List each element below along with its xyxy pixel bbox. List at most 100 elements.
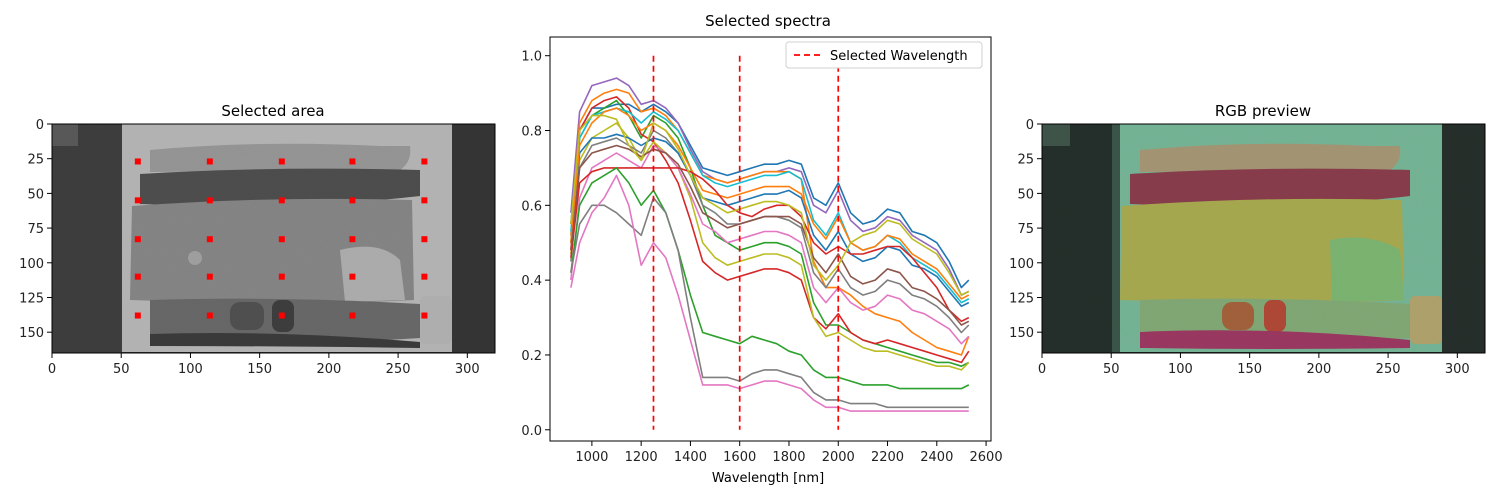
x-tick-label: 0 [48,362,56,377]
y-tick-label: 100 [19,257,44,272]
spectrum-line [570,88,970,356]
selected-area-frame [51,123,496,354]
y-tick-label: 150 [19,326,44,341]
selected-point-marker [421,158,428,165]
spectra-xlabel: Wavelength [nm] [712,471,824,486]
spectrum-line [570,99,970,367]
rgb-preview-panel: RGB preview 0 50 100 150 200 250 300 0 25 50 75 100… [1009,102,1486,377]
selected-point-marker [206,236,213,243]
selected-point-marker [278,158,285,165]
selected-point-marker [134,273,141,280]
selected-point-marker [134,312,141,319]
selected-point-marker [134,236,141,243]
spectrum-line [570,197,969,409]
selected-point-markers [134,158,428,319]
spectra-axes: 1000 1200 1400 1600 1800 2000 2200 2400 2600 0.0 0… [521,50,1002,465]
rgb-preview-frame [1041,123,1486,354]
x-tick-label: 2000 [822,450,855,465]
y-tick-label: 0.4 [521,274,542,289]
spectrum-line [570,174,969,412]
x-tick-label: 200 [1306,362,1331,377]
selected-point-marker [278,236,285,243]
selected-point-marker [278,273,285,280]
y-tick-label: 50 [1017,187,1034,202]
x-tick-label: 2200 [871,450,904,465]
spectrum-line [570,167,970,323]
x-tick-label: 1800 [772,450,805,465]
spectra-series-group [570,77,970,412]
selected-point-marker [349,273,356,280]
spectrum-line [570,144,970,345]
y-tick-label: 0.2 [521,349,542,364]
spectrum-line [570,133,970,308]
x-tick-label: 100 [178,362,203,377]
legend-box [785,41,983,69]
spectra-panel: Selected spectra 1000 1200 1400 1600 1800 200… [521,12,1002,486]
spectrum-line [570,103,970,289]
selected-point-marker [278,312,285,319]
spectra-frame [549,36,992,442]
x-tick-label: 200 [316,362,341,377]
y-tick-label: 100 [1009,257,1034,272]
y-tick-label: 75 [27,222,44,237]
spectrum-line [570,96,970,364]
selected-point-marker [206,312,213,319]
x-tick-label: 2400 [920,450,953,465]
legend-label: Selected Wavelength [830,49,968,64]
rgb-preview-axes: 0 50 100 150 200 250 300 0 25 50 75 100 125 150 [1009,118,1470,377]
selected-point-marker [206,197,213,204]
y-tick-label: 0 [1026,118,1034,133]
y-tick-label: 125 [1009,291,1034,306]
x-tick-label: 1400 [674,450,707,465]
selected-point-marker [349,312,356,319]
selected-point-marker [206,273,213,280]
selected-point-marker [206,158,213,165]
x-tick-label: 50 [113,362,130,377]
y-tick-label: 25 [1017,153,1034,168]
selected-area-title: Selected area [221,102,324,120]
y-tick-label: 0 [36,118,44,133]
x-tick-label: 300 [455,362,480,377]
selected-point-marker [349,236,356,243]
y-tick-label: 75 [1017,222,1034,237]
selected-point-marker [349,197,356,204]
spectra-title: Selected spectra [705,12,831,30]
selected-point-marker [278,197,285,204]
selected-point-marker [421,273,428,280]
rgb-preview-image [1042,124,1485,353]
selected-point-marker [134,158,141,165]
y-tick-label: 0.8 [521,125,542,140]
x-tick-label: 250 [386,362,411,377]
x-tick-label: 150 [1237,362,1262,377]
y-tick-label: 1.0 [521,50,542,65]
x-tick-label: 300 [1445,362,1470,377]
x-tick-label: 150 [247,362,272,377]
selected-area-image [52,124,495,353]
x-tick-label: 1600 [723,450,756,465]
rgb-preview-title: RGB preview [1215,102,1311,120]
spectrum-line [570,107,970,300]
selected-wavelength-lines [652,55,840,430]
x-tick-label: 50 [1103,362,1120,377]
y-tick-label: 50 [27,187,44,202]
selected-point-marker [349,158,356,165]
y-tick-label: 150 [1009,326,1034,341]
selected-point-marker [421,236,428,243]
y-tick-label: 0.6 [521,199,542,214]
x-tick-label: 100 [1168,362,1193,377]
selected-point-marker [421,312,428,319]
spectrum-line [570,107,970,304]
x-tick-label: 0 [1038,362,1046,377]
spectra-legend: Selected Wavelength [785,41,983,69]
y-tick-label: 25 [27,153,44,168]
spectrum-line [570,167,970,390]
selected-point-marker [421,197,428,204]
x-tick-label: 2600 [970,450,1003,465]
x-tick-label: 1200 [625,450,658,465]
y-tick-label: 0.0 [521,424,542,439]
selected-area-axes: 0 50 100 150 200 250 300 0 25 50 75 100 125 150 [19,118,480,377]
selected-point-marker [134,197,141,204]
x-tick-label: 1000 [575,450,608,465]
